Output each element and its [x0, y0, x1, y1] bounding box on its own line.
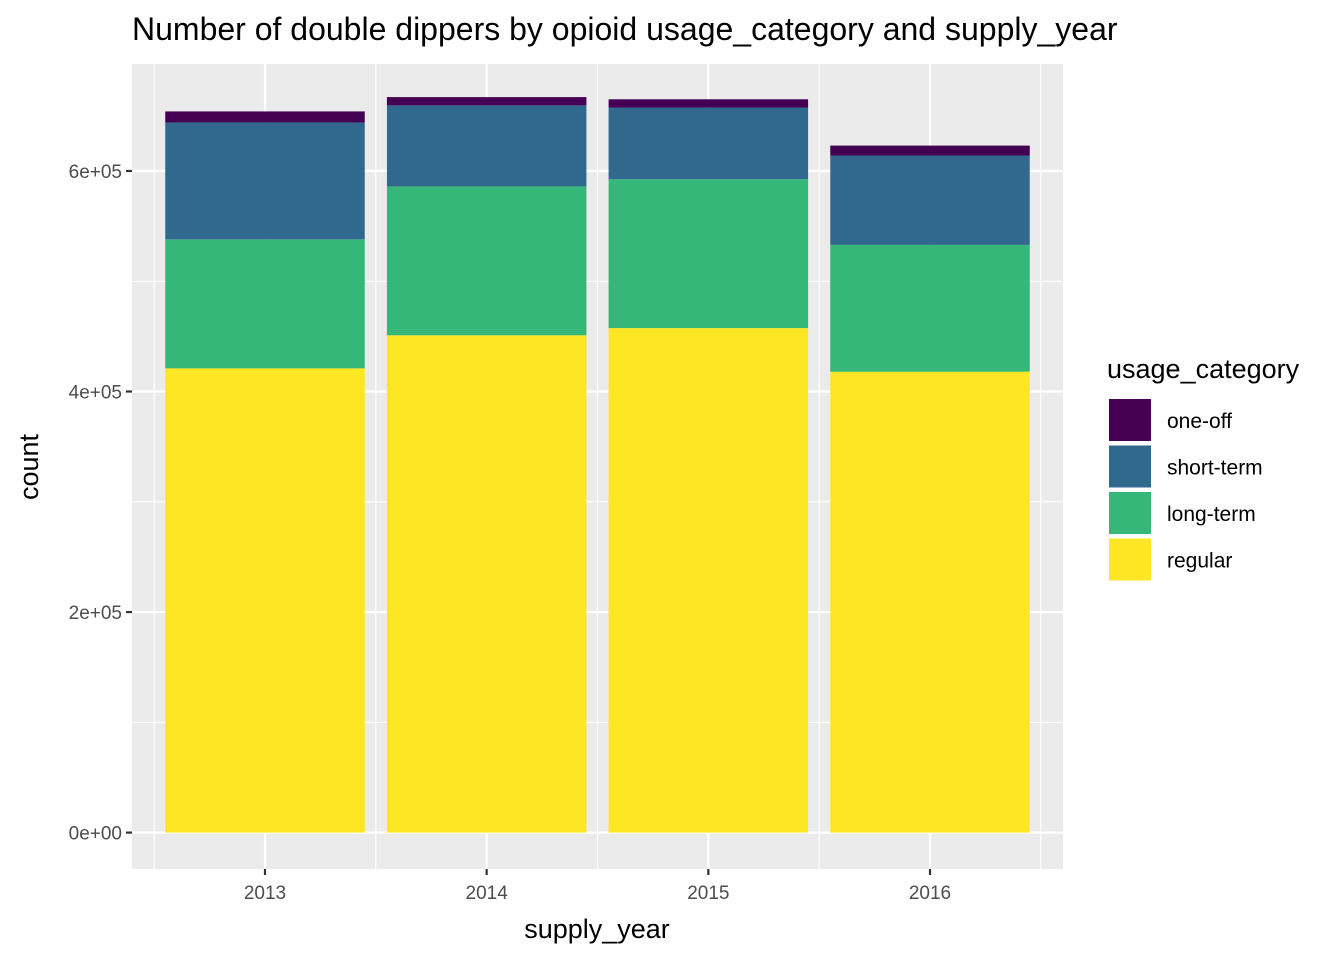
bar-2014-short-term: [386, 105, 587, 187]
x-tick-label: 2015: [687, 883, 729, 904]
legend-label-regular: regular: [1167, 550, 1232, 573]
x-tick-label: 2013: [244, 883, 286, 904]
bar-2014-one-off: [386, 97, 587, 106]
bar-2013-short-term: [165, 122, 365, 240]
legend-key-short-term: [1109, 445, 1151, 488]
y-axis: 0e+00 2e+05 4e+05 6e+05: [69, 162, 132, 845]
bar-2015-short-term: [608, 107, 809, 180]
legend-key-one-off: [1109, 399, 1151, 441]
bar-2015-one-off: [608, 99, 809, 108]
y-tick-label: 2e+05: [69, 603, 122, 624]
y-tick-label: 0e+00: [69, 824, 122, 845]
bar-2016-short-term: [830, 155, 1030, 245]
x-tick-label: 2014: [466, 883, 509, 904]
legend: usage_category one-off short-term long-ter…: [1107, 354, 1300, 581]
chart-title: Number of double dippers by opioid usage…: [132, 11, 1118, 47]
bars: [165, 97, 1030, 833]
bar-2014-long-term: [386, 186, 587, 336]
legend-label-short-term: short-term: [1167, 457, 1263, 480]
legend-key-regular: [1109, 538, 1151, 581]
x-tick-label: 2016: [909, 883, 951, 904]
bar-2015-regular: [608, 328, 809, 833]
legend-label-long-term: long-term: [1167, 503, 1256, 526]
legend-key-long-term: [1109, 492, 1151, 534]
bar-2014-regular: [386, 335, 587, 833]
bar-2016-regular: [830, 371, 1030, 833]
bar-2016-one-off: [830, 145, 1030, 156]
y-axis-label: count: [14, 433, 44, 500]
bar-2013-long-term: [165, 239, 365, 369]
bar-2016-long-term: [830, 244, 1030, 372]
bar-2013-regular: [165, 368, 365, 833]
legend-title: usage_category: [1107, 354, 1300, 384]
legend-label-one-off: one-off: [1167, 410, 1232, 433]
y-tick-label: 4e+05: [69, 383, 122, 404]
bar-2013-one-off: [165, 111, 365, 123]
bar-2015-long-term: [608, 179, 809, 329]
x-axis-label: supply_year: [524, 914, 670, 944]
y-tick-label: 6e+05: [69, 162, 122, 183]
x-axis: 2013 2014 2015 2016: [244, 869, 951, 904]
